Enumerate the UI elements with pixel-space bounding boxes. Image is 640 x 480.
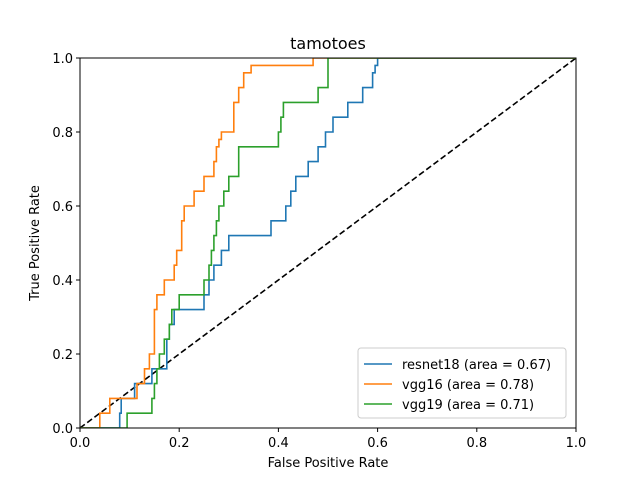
- y-tick-label: 0.0: [52, 422, 73, 437]
- x-tick-label: 0.0: [70, 436, 91, 451]
- legend-label: resnet18 (area = 0.67): [402, 358, 551, 373]
- reference-diagonal-line: [80, 58, 576, 428]
- series-line-vgg19: [80, 58, 576, 428]
- x-axis-label: False Positive Rate: [268, 456, 389, 471]
- legend-label: vgg16 (area = 0.78): [402, 378, 534, 393]
- axis-ticks: 0.0 0.2 0.4 0.6 0.8 1.0 0.0 0.2 0.4 0.6 0.8 1.0: [52, 52, 586, 451]
- x-tick-label: 0.6: [367, 436, 388, 451]
- legend-label: vgg19 (area = 0.71): [402, 398, 534, 413]
- x-tick-label: 0.4: [268, 436, 289, 451]
- series-line-resnet18: [80, 58, 576, 428]
- y-tick-label: 0.8: [52, 126, 73, 141]
- series-line-vgg16: [80, 58, 576, 428]
- x-tick-label: 0.2: [169, 436, 190, 451]
- y-tick-label: 0.6: [52, 200, 73, 215]
- legend: resnet18 (area = 0.67) vgg16 (area = 0.78…: [357, 347, 567, 419]
- axes-frame: [79, 57, 577, 429]
- x-tick-label: 1.0: [566, 436, 587, 451]
- chart-title: tamotoes: [290, 34, 366, 53]
- y-axis-label: True Positive Rate: [28, 185, 43, 302]
- plot-area: [79, 57, 577, 429]
- y-tick-label: 1.0: [52, 52, 73, 67]
- x-tick-label: 0.8: [466, 436, 487, 451]
- legend-box: [357, 347, 567, 419]
- y-tick-label: 0.4: [52, 274, 73, 289]
- y-tick-label: 0.2: [52, 348, 73, 363]
- series-lines: [80, 58, 576, 428]
